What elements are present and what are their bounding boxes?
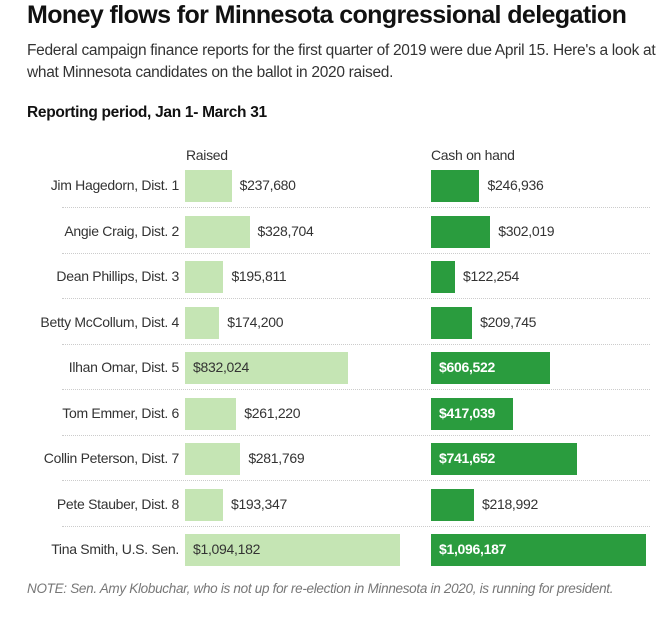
raised-value-label: $832,024 xyxy=(193,359,249,375)
table-row: Collin Peterson, Dist. 7 $281,769 $741,652 xyxy=(27,436,650,481)
row-divider xyxy=(62,252,650,254)
raised-bar xyxy=(185,534,400,566)
row-label: Angie Craig, Dist. 2 xyxy=(64,222,179,239)
table-row: Dean Phillips, Dist. 3 $195,811 $122,254 xyxy=(27,254,650,299)
table-row: Tina Smith, U.S. Sen. $1,094,182 $1,096,18… xyxy=(27,527,650,572)
cash-value-label: $218,992 xyxy=(481,495,538,512)
cash-bar xyxy=(431,215,491,248)
raised-value-label: $261,220 xyxy=(244,404,301,421)
table-row: Ilhan Omar, Dist. 5 $832,024 $606,522 xyxy=(27,345,650,390)
cash-value-label: $209,745 xyxy=(480,313,537,330)
table-row: Jim Hagedorn, Dist. 1 $237,680 $246,936 xyxy=(27,163,650,208)
cash-bar xyxy=(431,488,474,521)
cash-bar xyxy=(431,443,577,475)
raised-value-label: $195,811 xyxy=(231,268,287,284)
raised-value-label: $193,347 xyxy=(230,495,287,512)
row-label: Dean Phillips, Dist. 3 xyxy=(56,268,179,284)
raised-value-label: $328,704 xyxy=(257,222,314,239)
row-label: Betty McCollum, Dist. 4 xyxy=(40,313,179,330)
table-row: Pete Stauber, Dist. 8 $193,347 $218,992 xyxy=(27,482,650,527)
row-divider xyxy=(62,525,650,527)
raised-value-label: $1,094,182 xyxy=(193,541,261,557)
cash-value-label: $246,936 xyxy=(487,177,544,193)
raised-bar xyxy=(185,306,220,339)
cash-bar xyxy=(431,170,480,202)
cash-value-label: $606,522 xyxy=(439,359,495,375)
cash-value-label: $417,039 xyxy=(439,404,495,421)
period-label: Reporting period, Jan 1- March 31 xyxy=(27,104,267,121)
cash-value-label: $302,019 xyxy=(498,222,555,239)
raised-bar xyxy=(185,488,223,521)
row-label: Ilhan Omar, Dist. 5 xyxy=(68,359,180,375)
raised-value-label: $281,769 xyxy=(248,450,305,466)
table-row: Tom Emmer, Dist. 6 $261,220 $417,039 xyxy=(27,391,650,436)
cash-bar xyxy=(431,534,647,566)
row-divider xyxy=(62,343,650,345)
row-divider xyxy=(62,480,650,481)
cash-value-label: $1,096,187 xyxy=(439,541,507,557)
chart-note: NOTE: Sen. Amy Klobuchar, who is not up … xyxy=(27,581,614,596)
cash-value-label: $122,254 xyxy=(463,268,519,284)
row-label: Tom Emmer, Dist. 6 xyxy=(62,404,179,421)
row-divider xyxy=(62,389,650,390)
row-divider xyxy=(62,434,650,436)
row-label: Pete Stauber, Dist. 8 xyxy=(56,495,179,512)
table-row: Angie Craig, Dist. 2 $328,704 $302,019 xyxy=(27,209,650,254)
row-label: Jim Hagedorn, Dist. 1 xyxy=(50,177,180,193)
cash-bar xyxy=(431,352,551,384)
cash-value-label: $741,652 xyxy=(439,450,495,466)
raised-value-label: $237,680 xyxy=(239,177,296,193)
cash-bar xyxy=(431,397,513,430)
chart-title: Money flows for Minnesota congressional … xyxy=(27,1,627,29)
raised-bar xyxy=(185,170,232,202)
raised-bar xyxy=(185,261,224,293)
chart-subtitle: Federal campaign finance reports for the… xyxy=(27,42,656,81)
raised-bar xyxy=(185,397,237,430)
cash-column-header: Cash on hand xyxy=(431,147,515,163)
raised-value-label: $174,200 xyxy=(227,313,284,330)
raised-bar xyxy=(185,443,241,475)
row-label: Tina Smith, U.S. Sen. xyxy=(51,541,179,557)
row-label: Collin Peterson, Dist. 7 xyxy=(43,450,180,466)
table-row: Betty McCollum, Dist. 4 $174,200 $209,745 xyxy=(27,300,650,345)
cash-bar xyxy=(431,306,473,339)
raised-bar xyxy=(185,352,349,384)
raised-bar xyxy=(185,215,250,248)
row-divider xyxy=(62,207,650,208)
raised-column-header: Raised xyxy=(186,147,228,163)
row-divider xyxy=(62,298,650,299)
cash-bar xyxy=(431,261,455,293)
